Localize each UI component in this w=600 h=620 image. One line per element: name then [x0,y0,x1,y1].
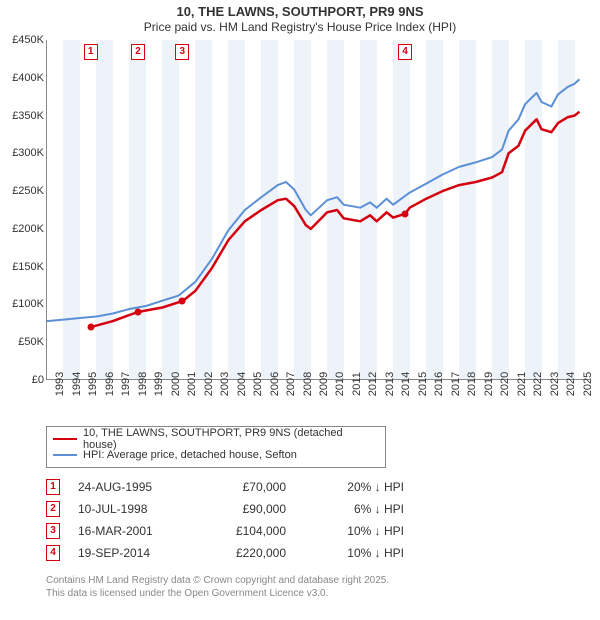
x-axis-tick-label: 2024 [565,372,577,396]
sale-marker: 3 [46,523,60,539]
y-axis-tick-label: £0 [32,374,44,386]
x-axis-tick-label: 2000 [170,372,182,396]
y-axis-tick-label: £250K [12,185,44,197]
x-axis-tick-label: 1998 [137,372,149,396]
y-axis-tick-label: £300K [12,147,44,159]
chart-lines [47,40,591,380]
x-axis-tick-label: 2015 [417,372,429,396]
sales-row: 1 24-AUG-1995 £70,000 20% ↓ HPI [46,476,600,498]
x-axis-tick-label: 2011 [351,372,363,396]
x-axis-tick-label: 2019 [483,372,495,396]
page-title: 10, THE LAWNS, SOUTHPORT, PR9 9NS [0,4,600,19]
x-axis-tick-label: 2014 [400,372,412,396]
x-axis-tick-label: 1995 [87,372,99,396]
sale-marker: 2 [131,44,145,60]
sale-hpi-delta: 10% ↓ HPI [304,546,404,560]
footer-line: Contains HM Land Registry data © Crown c… [46,574,600,587]
sales-row: 4 19-SEP-2014 £220,000 10% ↓ HPI [46,542,600,564]
x-axis-tick-label: 2020 [499,372,511,396]
x-axis-tick-label: 2021 [516,372,528,396]
sales-row: 2 10-JUL-1998 £90,000 6% ↓ HPI [46,498,600,520]
sale-marker: 1 [46,479,60,495]
y-axis-tick-label: £150K [12,261,44,273]
series-hpi [47,79,580,321]
price-chart: 1 2 3 4 £0 £50K £100K £150K £200K £250K £300K £350… [0,40,600,420]
x-axis-tick-label: 2003 [219,372,231,396]
x-axis-tick-label: 2009 [318,372,330,396]
sale-price: £220,000 [206,546,286,560]
sale-date: 10-JUL-1998 [78,502,188,516]
sale-point [179,298,186,305]
sale-price: £70,000 [206,480,286,494]
y-axis-tick-label: £450K [12,34,44,46]
x-axis-tick-label: 2016 [433,372,445,396]
x-axis-tick-label: 1996 [104,372,116,396]
sale-date: 19-SEP-2014 [78,546,188,560]
y-axis-tick-label: £50K [18,336,44,348]
sale-hpi-delta: 6% ↓ HPI [304,502,404,516]
x-axis-tick-label: 2018 [466,372,478,396]
x-axis-tick-label: 2004 [236,372,248,396]
sales-row: 3 16-MAR-2001 £104,000 10% ↓ HPI [46,520,600,542]
x-axis-tick-label: 2013 [384,372,396,396]
legend-label: 10, THE LAWNS, SOUTHPORT, PR9 9NS (detac… [83,427,379,451]
sale-hpi-delta: 20% ↓ HPI [304,480,404,494]
x-axis-tick-label: 1994 [71,372,83,396]
y-axis-tick-label: £350K [12,110,44,122]
sale-point [402,210,409,217]
sale-hpi-delta: 10% ↓ HPI [304,524,404,538]
x-axis-tick-label: 2012 [367,372,379,396]
y-axis-tick-label: £200K [12,223,44,235]
x-axis-tick-label: 2025 [582,372,594,396]
x-axis-tick-label: 2006 [269,372,281,396]
x-axis-tick-label: 2010 [334,372,346,396]
sale-price: £90,000 [206,502,286,516]
sale-date: 16-MAR-2001 [78,524,188,538]
footer-line: This data is licensed under the Open Gov… [46,587,600,600]
x-axis-tick-label: 1997 [120,372,132,396]
series-price_paid [91,112,580,327]
sale-point [134,309,141,316]
legend-swatch [53,438,77,440]
x-axis-tick-label: 2007 [285,372,297,396]
chart-legend: 10, THE LAWNS, SOUTHPORT, PR9 9NS (detac… [46,426,386,468]
y-axis-tick-label: £400K [12,72,44,84]
x-axis-tick-label: 2022 [532,372,544,396]
x-axis-tick-label: 1999 [153,372,165,396]
y-axis-tick-label: £100K [12,298,44,310]
sale-marker: 3 [175,44,189,60]
x-axis-tick-label: 1993 [54,372,66,396]
legend-swatch [53,454,77,456]
legend-item: 10, THE LAWNS, SOUTHPORT, PR9 9NS (detac… [53,431,379,447]
sale-point [87,324,94,331]
sale-marker: 4 [46,545,60,561]
x-axis-tick-label: 2001 [186,372,198,396]
page-subtitle: Price paid vs. HM Land Registry's House … [0,20,600,34]
sale-date: 24-AUG-1995 [78,480,188,494]
x-axis-tick-label: 2008 [302,372,314,396]
sale-marker: 4 [398,44,412,60]
x-axis-tick-label: 2017 [450,372,462,396]
legend-label: HPI: Average price, detached house, Seft… [83,449,297,461]
x-axis-tick-label: 2023 [549,372,561,396]
sales-table: 1 24-AUG-1995 £70,000 20% ↓ HPI 2 10-JUL-1998… [46,476,600,564]
x-axis-tick-label: 2005 [252,372,264,396]
sale-marker: 2 [46,501,60,517]
attribution-footer: Contains HM Land Registry data © Crown c… [46,574,600,600]
x-axis-tick-label: 2002 [203,372,215,396]
sale-marker: 1 [84,44,98,60]
sale-price: £104,000 [206,524,286,538]
